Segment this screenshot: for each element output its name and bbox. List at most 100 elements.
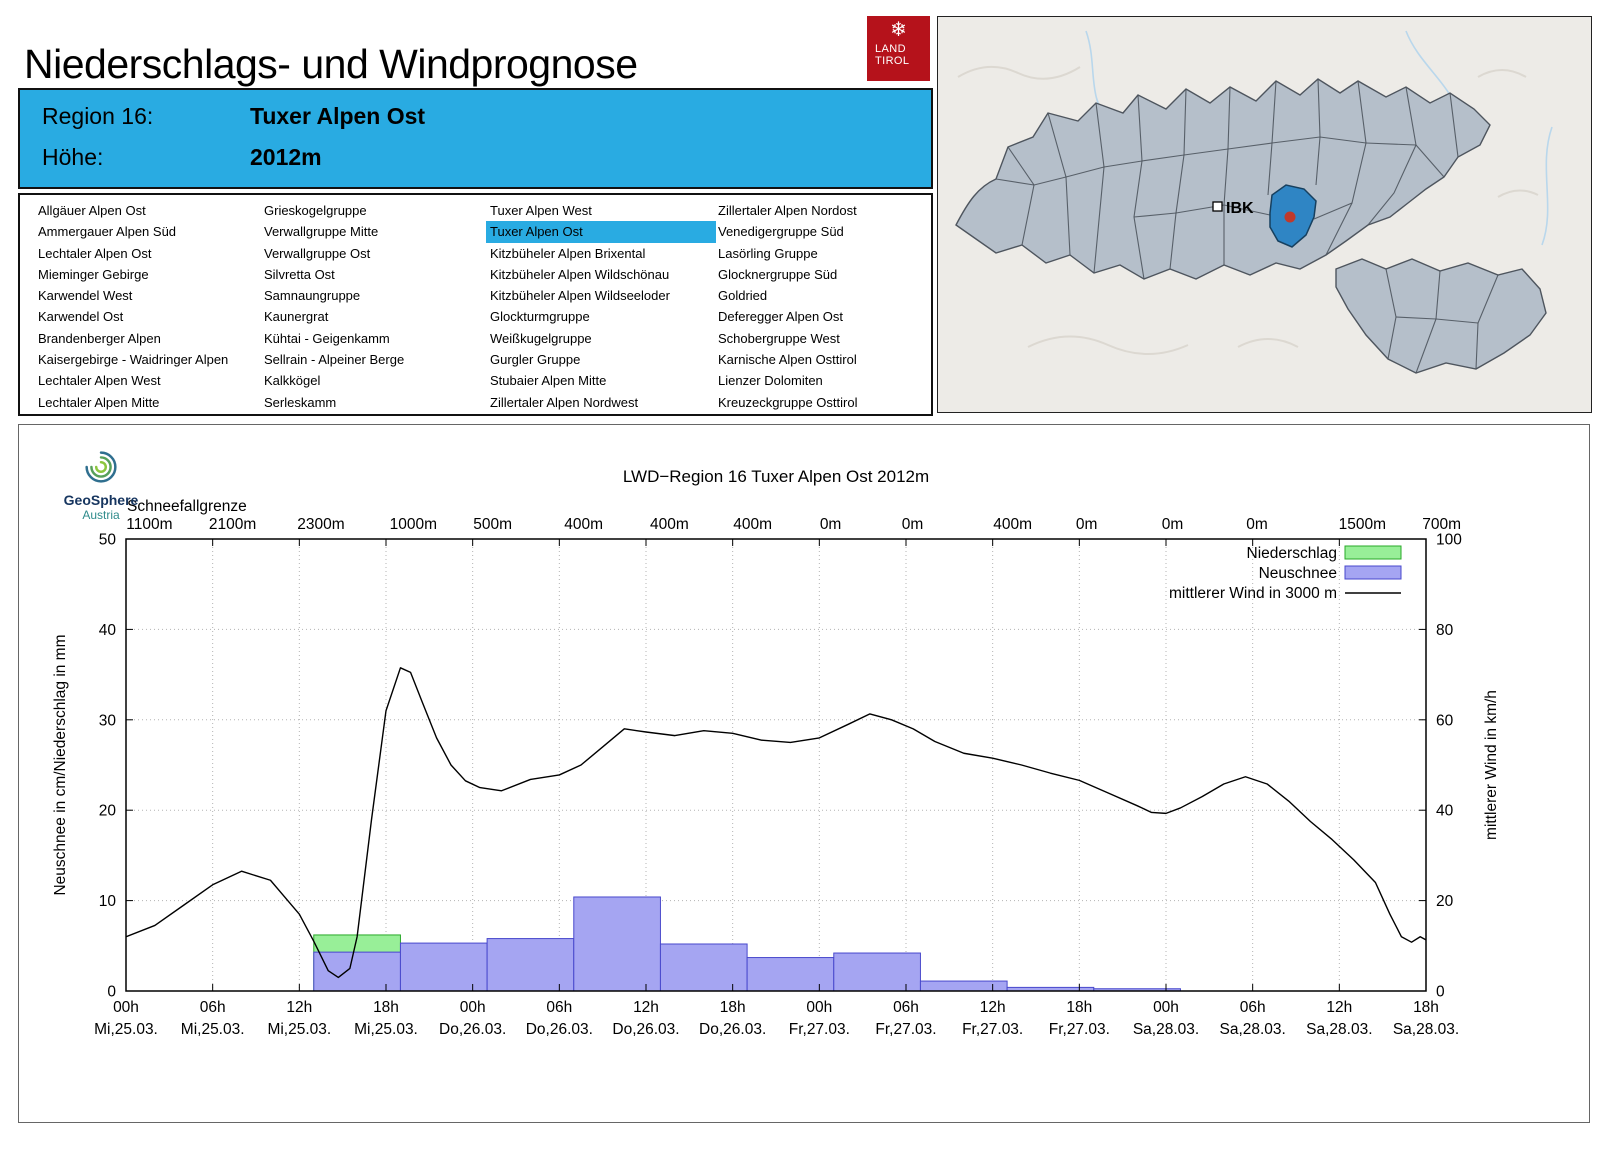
region-list-item[interactable]: Schobergruppe West — [718, 330, 840, 346]
snowline-value: 1500m — [1339, 516, 1386, 533]
region-list-item[interactable]: Kitzbüheler Alpen Wildschönau — [490, 266, 670, 282]
region-list-item[interactable]: Grieskogelgruppe — [264, 203, 367, 218]
x-tick-date: Fr,27.03. — [789, 1021, 850, 1038]
altitude-label: Höhe: — [42, 144, 104, 170]
y-left-tick-label: 20 — [99, 803, 117, 820]
forecast-chart-panel: LWD−Region 16 Tuxer Alpen Ost 2012m Schne… — [18, 424, 1590, 1123]
region-list-item[interactable]: Kaunergrat — [264, 309, 329, 325]
region-list-item[interactable]: Sellrain - Alpeiner Berge — [264, 352, 405, 368]
region-list-item[interactable]: Karwendel West — [38, 288, 133, 304]
region-label: Region 16: — [42, 103, 154, 129]
region-list-item[interactable]: Kühtai - Geigenkamm — [264, 330, 390, 346]
x-tick-hour: 06h — [546, 999, 572, 1016]
region-border-lines — [995, 78, 1499, 374]
snowline-value: 400m — [993, 516, 1032, 533]
region-list-item[interactable]: Gurgler Gruppe — [490, 352, 581, 368]
region-list-item[interactable]: Stubaier Alpen Mitte — [490, 373, 607, 389]
snowline-value: 400m — [564, 516, 603, 533]
x-tick-date: Mi,25.03. — [267, 1021, 331, 1038]
region-list-item[interactable]: Zillertaler Alpen Nordwest — [490, 394, 639, 410]
land-tirol-logo: ❄ LAND TIROL — [867, 16, 930, 81]
region-list-item[interactable]: Serleskamm — [264, 394, 337, 410]
y-left-tick-label: 30 — [99, 712, 117, 729]
ibk-city-label: IBK — [1226, 200, 1254, 217]
region-list-item[interactable]: Samnaungruppe — [264, 288, 361, 304]
x-tick-date: Sa,28.03. — [1133, 1021, 1199, 1038]
neuschnee-bar — [573, 896, 661, 992]
x-tick-date: Sa,28.03. — [1219, 1021, 1285, 1038]
region-list-item[interactable]: Silvretta Ost — [264, 266, 335, 282]
y-right-tick-label: 20 — [1436, 893, 1454, 910]
region-list-item[interactable]: Kitzbüheler Alpen Brixental — [490, 245, 646, 261]
neuschnee-bar — [659, 943, 748, 992]
region-list-item[interactable]: Kalkkögel — [264, 373, 321, 389]
x-tick-hour: 12h — [980, 999, 1006, 1016]
geosphere-icon — [85, 451, 117, 483]
snowline-value: 0m — [1076, 516, 1098, 533]
region-list-item[interactable]: Kreuzeckgruppe Osttirol — [718, 394, 858, 410]
y-right-axis-title: mittlerer Wind in km/h — [1483, 690, 1500, 840]
geosphere-sub: Austria — [82, 508, 120, 522]
region-list-item[interactable]: Mieminger Gebirge — [38, 266, 149, 282]
snowline-value: 400m — [733, 516, 772, 533]
region-list-item[interactable]: Lechtaler Alpen Ost — [38, 245, 152, 261]
north-tirol-region[interactable] — [955, 78, 1491, 280]
region-list-item[interactable]: Verwallgruppe Ost — [264, 245, 371, 261]
region-list-item[interactable]: Lechtaler Alpen Mitte — [38, 394, 160, 410]
neuschnee-bar — [746, 957, 835, 992]
x-tick-date: Sa,28.03. — [1306, 1021, 1372, 1038]
legend-label: Neuschnee — [1259, 565, 1337, 582]
y-left-tick-label: 40 — [99, 622, 117, 639]
region-list-item[interactable]: Tuxer Alpen West — [490, 203, 592, 218]
region-list-item[interactable]: Verwallgruppe Mitte — [264, 224, 379, 240]
x-tick-hour: 12h — [286, 999, 312, 1016]
x-tick-hour: 12h — [633, 999, 659, 1016]
y-left-tick-label: 10 — [99, 893, 117, 910]
x-tick-date: Sa,28.03. — [1393, 1021, 1459, 1038]
tirol-map-svg[interactable]: IBK — [938, 17, 1589, 410]
legend-label: mittlerer Wind in 3000 m — [1169, 585, 1337, 602]
region-list-item[interactable]: Weißkugelgruppe — [490, 330, 592, 346]
snowline-label: Schneefallgrenze — [127, 498, 247, 515]
y-left-axis-title: Neuschnee in cm/Niederschlag in mm — [52, 634, 69, 895]
x-tick-date: Fr,27.03. — [1049, 1021, 1110, 1038]
region-list-item[interactable]: Allgäuer Alpen Ost — [38, 203, 146, 218]
region-list-item[interactable]: Lechtaler Alpen West — [38, 373, 161, 389]
region-list-item[interactable]: Venedigergruppe Süd — [718, 224, 844, 240]
x-tick-hour: 18h — [1413, 999, 1439, 1016]
y-right-tick-label: 80 — [1436, 622, 1454, 639]
region-list-item[interactable]: Karnische Alpen Osttirol — [718, 352, 857, 368]
region-list-column: Zillertaler Alpen Nordost Venedigergruppe… — [714, 200, 944, 413]
region-list-item[interactable]: Deferegger Alpen Ost — [718, 309, 844, 325]
x-tick-date: Mi,25.03. — [181, 1021, 245, 1038]
altitude-value: 2012m — [250, 144, 322, 170]
region-list-item[interactable]: Goldried — [718, 288, 768, 304]
region-list-item[interactable]: Lasörling Gruppe — [718, 245, 818, 261]
x-tick-hour: 06h — [893, 999, 919, 1016]
region-list-item[interactable]: Brandenberger Alpen — [38, 330, 161, 346]
legend-label: Niederschlag — [1247, 545, 1337, 562]
region-list-item[interactable]: Tuxer Alpen Ost — [486, 221, 716, 243]
east-tirol-region[interactable] — [1335, 258, 1547, 374]
region-list-item[interactable]: Lienzer Dolomiten — [718, 373, 823, 389]
region-list-item[interactable]: Kitzbüheler Alpen Wildseeloder — [490, 288, 670, 304]
region-list-item[interactable]: Ammergauer Alpen Süd — [38, 224, 177, 240]
region-list-item[interactable]: Glocknergruppe Süd — [718, 266, 838, 282]
plot-frame — [125, 538, 1427, 992]
legend-swatch — [1344, 545, 1402, 560]
region-list-item[interactable]: Zillertaler Alpen Nordost — [718, 203, 857, 218]
region-list-item[interactable]: Karwendel Ost — [38, 309, 124, 325]
neuschnee-bar — [313, 951, 401, 992]
wind-line — [125, 667, 1427, 979]
y-right-tick-label: 100 — [1436, 532, 1462, 549]
ibk-marker — [1212, 201, 1223, 212]
x-tick-hour: 18h — [373, 999, 399, 1016]
snowline-value: 500m — [473, 516, 512, 533]
legend-swatch — [1344, 565, 1402, 580]
snowline-value: 0m — [1246, 516, 1268, 533]
region-list-item[interactable]: Glockturmgruppe — [490, 309, 590, 325]
region-list-item[interactable]: Kaisergebirge - Waidringer Alpen — [38, 352, 229, 368]
snowline-value: 2100m — [209, 516, 256, 533]
snowline-value: 0m — [820, 516, 842, 533]
y-right-tick-label: 40 — [1436, 803, 1454, 820]
